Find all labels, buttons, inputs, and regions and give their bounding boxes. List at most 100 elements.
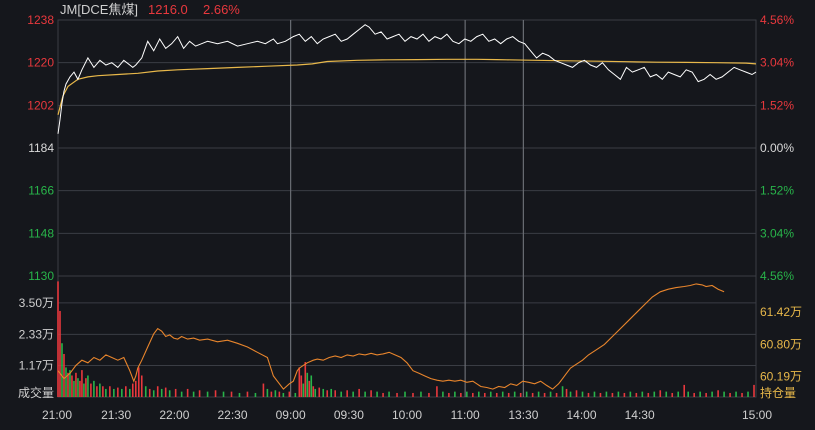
volume-bar — [282, 392, 285, 397]
volume-bar — [587, 392, 590, 397]
volume-bar — [67, 372, 69, 397]
volume-bar — [117, 387, 119, 397]
volume-bar — [75, 372, 77, 397]
volume-bar — [330, 388, 333, 397]
volume-bar — [683, 384, 686, 397]
volume-bar — [121, 388, 123, 397]
open-interest-line — [57, 283, 725, 390]
volume-bar — [137, 367, 140, 397]
volume-bar — [105, 388, 107, 397]
volume-bar — [306, 372, 309, 397]
volume-bar — [278, 391, 281, 397]
volume-bar — [741, 392, 743, 397]
price-tick-label-left: 1220 — [27, 56, 54, 70]
volume-bar — [599, 392, 602, 397]
volume-bar — [214, 390, 217, 397]
volume-bar — [128, 388, 131, 397]
volume-bar — [266, 388, 269, 397]
time-tick-label: 22:30 — [217, 408, 247, 422]
volume-bar — [641, 391, 644, 397]
volume-bar — [472, 392, 474, 397]
time-tick-label: 21:00 — [42, 408, 72, 422]
volume-bar — [77, 378, 79, 397]
volume-bar — [711, 391, 713, 397]
time-tick-label: 09:30 — [334, 408, 364, 422]
change-percent: 2.66% — [203, 2, 240, 17]
volume-bar — [448, 392, 450, 397]
volume-bar — [312, 386, 315, 397]
volume-bar — [174, 388, 177, 397]
volume-bar — [73, 380, 75, 397]
volume-bar — [254, 392, 257, 397]
volume-bar — [102, 386, 104, 397]
volume-bar — [352, 391, 354, 397]
volume-bar — [192, 391, 195, 397]
average-price-line — [57, 58, 757, 115]
price-tick-label-left: 1166 — [28, 184, 54, 198]
volume-bar — [665, 391, 668, 397]
volume-bar — [477, 391, 480, 397]
pct-tick-label-right: 1.52% — [760, 98, 794, 112]
volume-bar — [69, 370, 71, 397]
time-tick-label: 10:00 — [392, 408, 422, 422]
volume-bar — [705, 392, 707, 397]
time-tick-label: 14:00 — [566, 408, 596, 422]
volume-bar — [723, 391, 725, 397]
time-tick-label: 09:00 — [276, 408, 306, 422]
volume-bar — [238, 392, 241, 397]
volume-bar — [753, 384, 755, 397]
volume-bar — [230, 391, 233, 397]
volume-bar — [525, 391, 528, 397]
volume-bar — [144, 386, 147, 397]
volume-bar — [659, 390, 662, 397]
pct-tick-label-right: 3.04% — [760, 226, 794, 240]
price-tick-label-left: 1130 — [28, 269, 54, 283]
volume-bar — [148, 388, 151, 397]
volume-bar — [198, 390, 201, 397]
volume-bar — [404, 391, 406, 397]
volume-bar — [340, 391, 342, 397]
volume-bar — [304, 362, 307, 397]
volume-bar — [513, 391, 516, 397]
volume-bar — [308, 380, 311, 397]
volume-bar — [109, 386, 111, 397]
pct-tick-label-right: 0.00% — [760, 141, 794, 155]
oi-tick-label: 61.42万 — [760, 305, 802, 319]
time-tick-label: 14:30 — [625, 408, 655, 422]
volume-bar — [376, 391, 378, 397]
volume-bar — [152, 390, 155, 397]
volume-bar — [653, 391, 656, 397]
pct-tick-label-right: 3.04% — [760, 56, 794, 70]
price-tick-label-left: 1202 — [27, 98, 54, 112]
volume-bar — [507, 392, 510, 397]
pct-tick-label-right: 1.52% — [760, 184, 794, 198]
volume-bar — [79, 380, 81, 397]
volume-bar — [687, 391, 689, 397]
quote-header: JM[DCE焦煤] 1216.0 2.66% — [60, 2, 240, 17]
volume-tick-label: 1.17万 — [19, 359, 54, 373]
volume-bar — [93, 380, 95, 397]
oi-tick-label: 60.80万 — [760, 337, 802, 351]
volume-bar — [581, 391, 584, 397]
volume-bar — [164, 387, 167, 397]
time-tick-label: 22:00 — [159, 408, 189, 422]
time-tick-label: 11:00 — [451, 408, 480, 422]
volume-bar — [454, 391, 456, 397]
volume-bar — [537, 391, 540, 397]
volume-bar — [647, 392, 650, 397]
volume-bar — [113, 388, 115, 397]
volume-bar — [322, 388, 325, 397]
volume-bar — [629, 391, 632, 397]
volume-bar — [364, 391, 366, 397]
volume-bar — [85, 378, 87, 397]
volume-bar — [442, 391, 444, 397]
volume-bar — [298, 367, 301, 397]
volume-bar — [314, 388, 317, 397]
volume-bar — [90, 383, 92, 397]
time-tick-label: 15:00 — [742, 408, 772, 422]
volume-tick-label: 3.50万 — [19, 296, 54, 310]
volume-bar — [543, 392, 546, 397]
volume-bar — [489, 391, 492, 397]
